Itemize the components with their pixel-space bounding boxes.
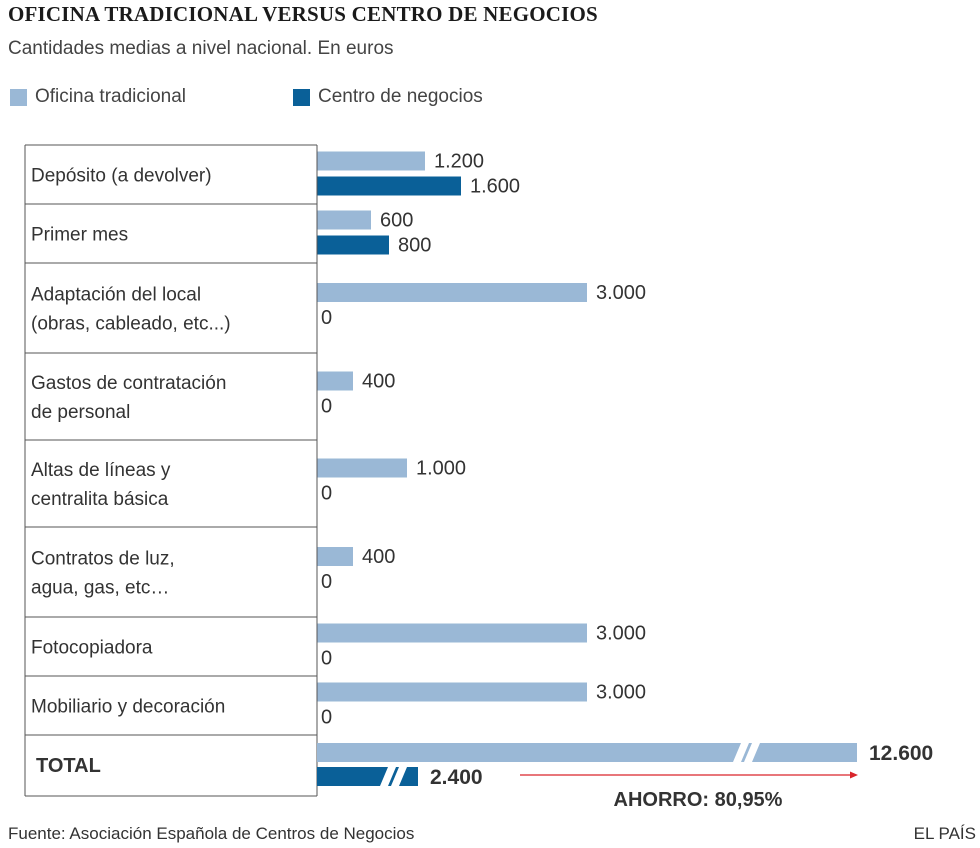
legend-item-negocios: Centro de negocios	[293, 86, 483, 108]
category-label: Fotocopiadora	[31, 638, 153, 659]
legend-label-tradicional: Oficina tradicional	[35, 86, 187, 107]
category-label: Depósito (a devolver)	[31, 166, 212, 187]
category-label: centralita básica	[31, 489, 169, 510]
value-label-tradicional: 1.000	[416, 458, 466, 480]
chart-subtitle: Cantidades medias a nivel nacional. En e…	[8, 38, 394, 59]
value-label-tradicional: 3.000	[596, 623, 646, 645]
bar-tradicional	[317, 458, 407, 478]
bar-tradicional	[317, 371, 353, 391]
axis-break-mark	[733, 743, 749, 762]
bar-tradicional	[317, 151, 425, 171]
category-label: Contratos de luz,	[31, 549, 175, 570]
legend-label-negocios: Centro de negocios	[318, 86, 483, 107]
total-value-tradicional: 12.600	[869, 742, 933, 765]
bar-tradicional	[317, 283, 587, 302]
bar-tradicional	[317, 547, 353, 566]
value-label-negocios: 0	[321, 483, 332, 505]
value-label-negocios: 1.600	[470, 176, 520, 198]
source-note: Fuente: Asociación Española de Centros d…	[8, 824, 415, 843]
axis-break-mark	[744, 743, 760, 762]
category-label: Altas de líneas y	[31, 460, 171, 481]
total-label: TOTAL	[36, 755, 101, 777]
category-label: Mobiliario y decoración	[31, 697, 225, 718]
value-label-tradicional: 3.000	[596, 682, 646, 704]
category-label: Gastos de contratación	[31, 373, 226, 394]
legend-swatch-tradicional	[10, 88, 27, 106]
savings-annotation: AHORRO: 80,95%	[614, 789, 783, 811]
brand-logo: EL PAÍS	[913, 824, 976, 843]
category-label: de personal	[31, 402, 130, 423]
value-label-negocios: 0	[321, 707, 332, 729]
bar-negocios	[317, 176, 461, 196]
savings-arrow-head	[850, 771, 858, 779]
chart-title: OFICINA TRADICIONAL VERSUS CENTRO DE NEG…	[8, 2, 598, 26]
value-label-negocios: 0	[321, 571, 332, 593]
value-label-tradicional: 600	[380, 210, 413, 232]
total-bar-tradicional	[317, 743, 857, 762]
value-label-negocios: 0	[321, 648, 332, 670]
category-label: Adaptación del local	[31, 285, 201, 306]
axis-break-mark	[391, 767, 407, 786]
axis-break-mark	[380, 767, 396, 786]
category-label: Primer mes	[31, 225, 128, 246]
value-label-negocios: 800	[398, 235, 431, 257]
category-label: (obras, cableado, etc...)	[31, 314, 231, 335]
value-label-negocios: 0	[321, 307, 332, 329]
category-label: agua, gas, etc…	[31, 578, 169, 599]
bar-tradicional	[317, 682, 587, 702]
legend-swatch-negocios	[293, 88, 310, 106]
legend-item-tradicional: Oficina tradicional	[10, 86, 186, 108]
bar-tradicional	[317, 623, 587, 643]
value-label-tradicional: 3.000	[596, 282, 646, 304]
bar-tradicional	[317, 210, 371, 230]
value-label-tradicional: 400	[362, 546, 395, 568]
total-value-negocios: 2.400	[430, 766, 483, 789]
value-label-tradicional: 400	[362, 371, 395, 393]
bar-negocios	[317, 235, 389, 255]
value-label-negocios: 0	[321, 396, 332, 418]
value-label-tradicional: 1.200	[434, 151, 484, 173]
